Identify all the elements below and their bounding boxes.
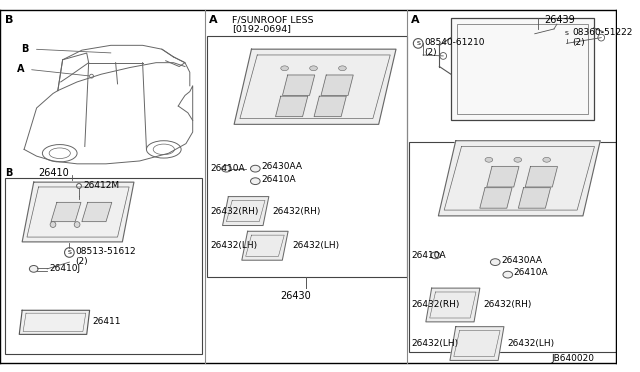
Text: 26432(LH): 26432(LH) [412, 339, 458, 347]
Circle shape [598, 34, 605, 41]
Ellipse shape [339, 66, 346, 71]
Ellipse shape [49, 148, 70, 158]
Polygon shape [234, 49, 396, 124]
Text: 26412M: 26412M [83, 180, 119, 190]
Circle shape [74, 222, 80, 227]
Polygon shape [480, 188, 512, 208]
Bar [207, 36, 406, 276]
Ellipse shape [490, 259, 500, 266]
Circle shape [65, 248, 74, 257]
Bar [5, 178, 202, 354]
Ellipse shape [29, 266, 38, 272]
Ellipse shape [250, 165, 260, 172]
Text: 26432(RH): 26432(RH) [412, 300, 460, 309]
Polygon shape [525, 167, 557, 187]
Polygon shape [276, 96, 308, 117]
Circle shape [77, 184, 81, 188]
Circle shape [440, 52, 447, 59]
Polygon shape [82, 202, 112, 222]
Text: 26432(RH): 26432(RH) [484, 300, 532, 309]
Circle shape [90, 74, 93, 78]
Circle shape [50, 222, 56, 227]
Circle shape [562, 29, 572, 39]
Text: 26410: 26410 [38, 167, 69, 177]
Text: 26410A: 26410A [412, 251, 446, 260]
Polygon shape [223, 196, 269, 225]
Ellipse shape [281, 66, 289, 71]
Polygon shape [314, 96, 346, 117]
Ellipse shape [153, 144, 174, 155]
Text: 26432(LH): 26432(LH) [210, 241, 257, 250]
Text: 26432(LH): 26432(LH) [292, 241, 339, 250]
Ellipse shape [485, 157, 493, 162]
Ellipse shape [42, 145, 77, 162]
Text: (2): (2) [572, 38, 585, 47]
Polygon shape [438, 141, 600, 216]
Text: (2): (2) [424, 48, 436, 57]
Bar [451, 18, 593, 119]
Text: [0192-0694]: [0192-0694] [232, 25, 291, 33]
Text: 26432(LH): 26432(LH) [508, 339, 555, 347]
Text: 26410A: 26410A [210, 164, 244, 173]
Text: JB640020: JB640020 [551, 354, 594, 363]
Text: 26430AA: 26430AA [501, 256, 542, 265]
Ellipse shape [514, 157, 522, 162]
Text: 26411: 26411 [93, 317, 121, 326]
Text: 26410A: 26410A [513, 268, 548, 277]
Text: (2): (2) [75, 257, 88, 266]
Ellipse shape [147, 141, 181, 158]
Polygon shape [282, 75, 315, 96]
Text: 26432(RH): 26432(RH) [273, 206, 321, 215]
Polygon shape [518, 188, 550, 208]
Text: 08360-51222: 08360-51222 [572, 28, 633, 37]
Polygon shape [487, 167, 519, 187]
Text: S: S [416, 41, 420, 46]
Text: 26410J: 26410J [49, 264, 80, 273]
Text: A: A [209, 15, 218, 25]
Polygon shape [51, 202, 81, 222]
Text: F/SUNROOF LESS: F/SUNROOF LESS [232, 16, 314, 25]
Circle shape [413, 39, 423, 48]
Text: A: A [410, 15, 419, 25]
Polygon shape [242, 231, 288, 260]
Text: 26439: 26439 [545, 15, 575, 25]
Text: S: S [564, 31, 568, 36]
Text: 08513-51612: 08513-51612 [75, 247, 136, 256]
Ellipse shape [431, 252, 440, 259]
Ellipse shape [221, 165, 231, 172]
Text: 08540-61210: 08540-61210 [424, 38, 484, 47]
Text: 26410A: 26410A [261, 175, 296, 184]
Text: B: B [21, 44, 29, 54]
Ellipse shape [310, 66, 317, 71]
Text: B: B [5, 167, 12, 177]
Polygon shape [22, 182, 134, 242]
Ellipse shape [503, 271, 513, 278]
Text: 26432(RH): 26432(RH) [210, 206, 259, 215]
Bar [408, 142, 616, 352]
Polygon shape [426, 288, 480, 322]
Ellipse shape [543, 157, 550, 162]
Text: A: A [17, 64, 25, 74]
Polygon shape [19, 310, 90, 334]
Text: 26430: 26430 [280, 291, 311, 301]
Ellipse shape [250, 178, 260, 185]
Polygon shape [450, 327, 504, 360]
Text: S: S [67, 250, 71, 255]
Bar [457, 24, 588, 114]
Text: 26430AA: 26430AA [261, 162, 302, 171]
Text: B: B [5, 15, 13, 25]
Polygon shape [321, 75, 353, 96]
